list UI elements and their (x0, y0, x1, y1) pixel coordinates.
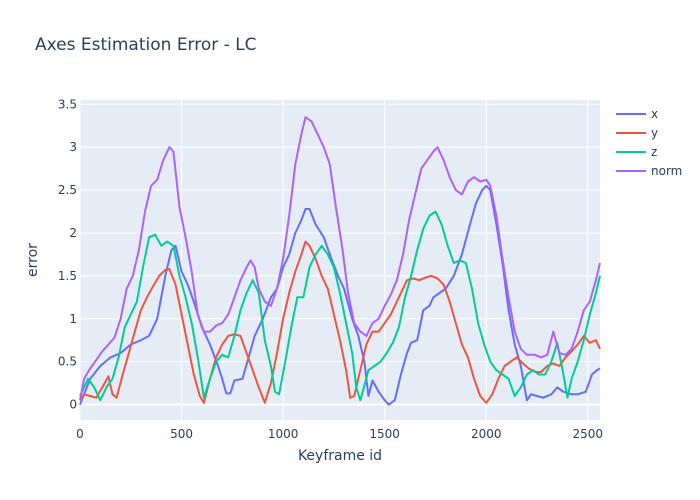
x-tick-label: 1000 (268, 427, 299, 441)
legend-label-y: y (651, 126, 658, 140)
x-tick-label: 0 (76, 427, 84, 441)
y-tick-label: 2.5 (58, 183, 77, 197)
legend-label-norm: norm (651, 164, 682, 178)
y-axis-ticks: 0 0.5 1 1.5 2 2.5 3 3.5 (58, 97, 77, 411)
series-lines (79, 116, 601, 406)
y-axis-title: error (25, 243, 41, 277)
y-tick-label: 3 (69, 140, 77, 154)
x-tick-label: 500 (170, 427, 193, 441)
y-tick-label: 0.5 (58, 355, 77, 369)
x-axis-title: Keyframe id (298, 448, 382, 464)
x-axis-ticks: 0 500 1000 1500 2000 2500 (76, 427, 603, 441)
y-tick-label: 2 (69, 226, 77, 240)
y-tick-label: 1.5 (58, 269, 77, 283)
chart-title: Axes Estimation Error - LC (35, 35, 257, 55)
y-tick-label: 1 (69, 312, 77, 326)
x-tick-label: 1500 (369, 427, 400, 441)
series-line-y (79, 240, 601, 404)
legend-label-x: x (651, 107, 658, 121)
series-line-x (79, 184, 601, 406)
legend: xyz norm (616, 107, 682, 178)
legend-label-z: z (651, 145, 657, 159)
y-tick-label: 0 (69, 398, 77, 412)
series-line-norm (79, 116, 601, 401)
x-tick-label: 2500 (573, 427, 604, 441)
y-tick-label: 3.5 (58, 97, 77, 111)
x-tick-label: 2000 (471, 427, 502, 441)
series-line-z (79, 210, 601, 402)
